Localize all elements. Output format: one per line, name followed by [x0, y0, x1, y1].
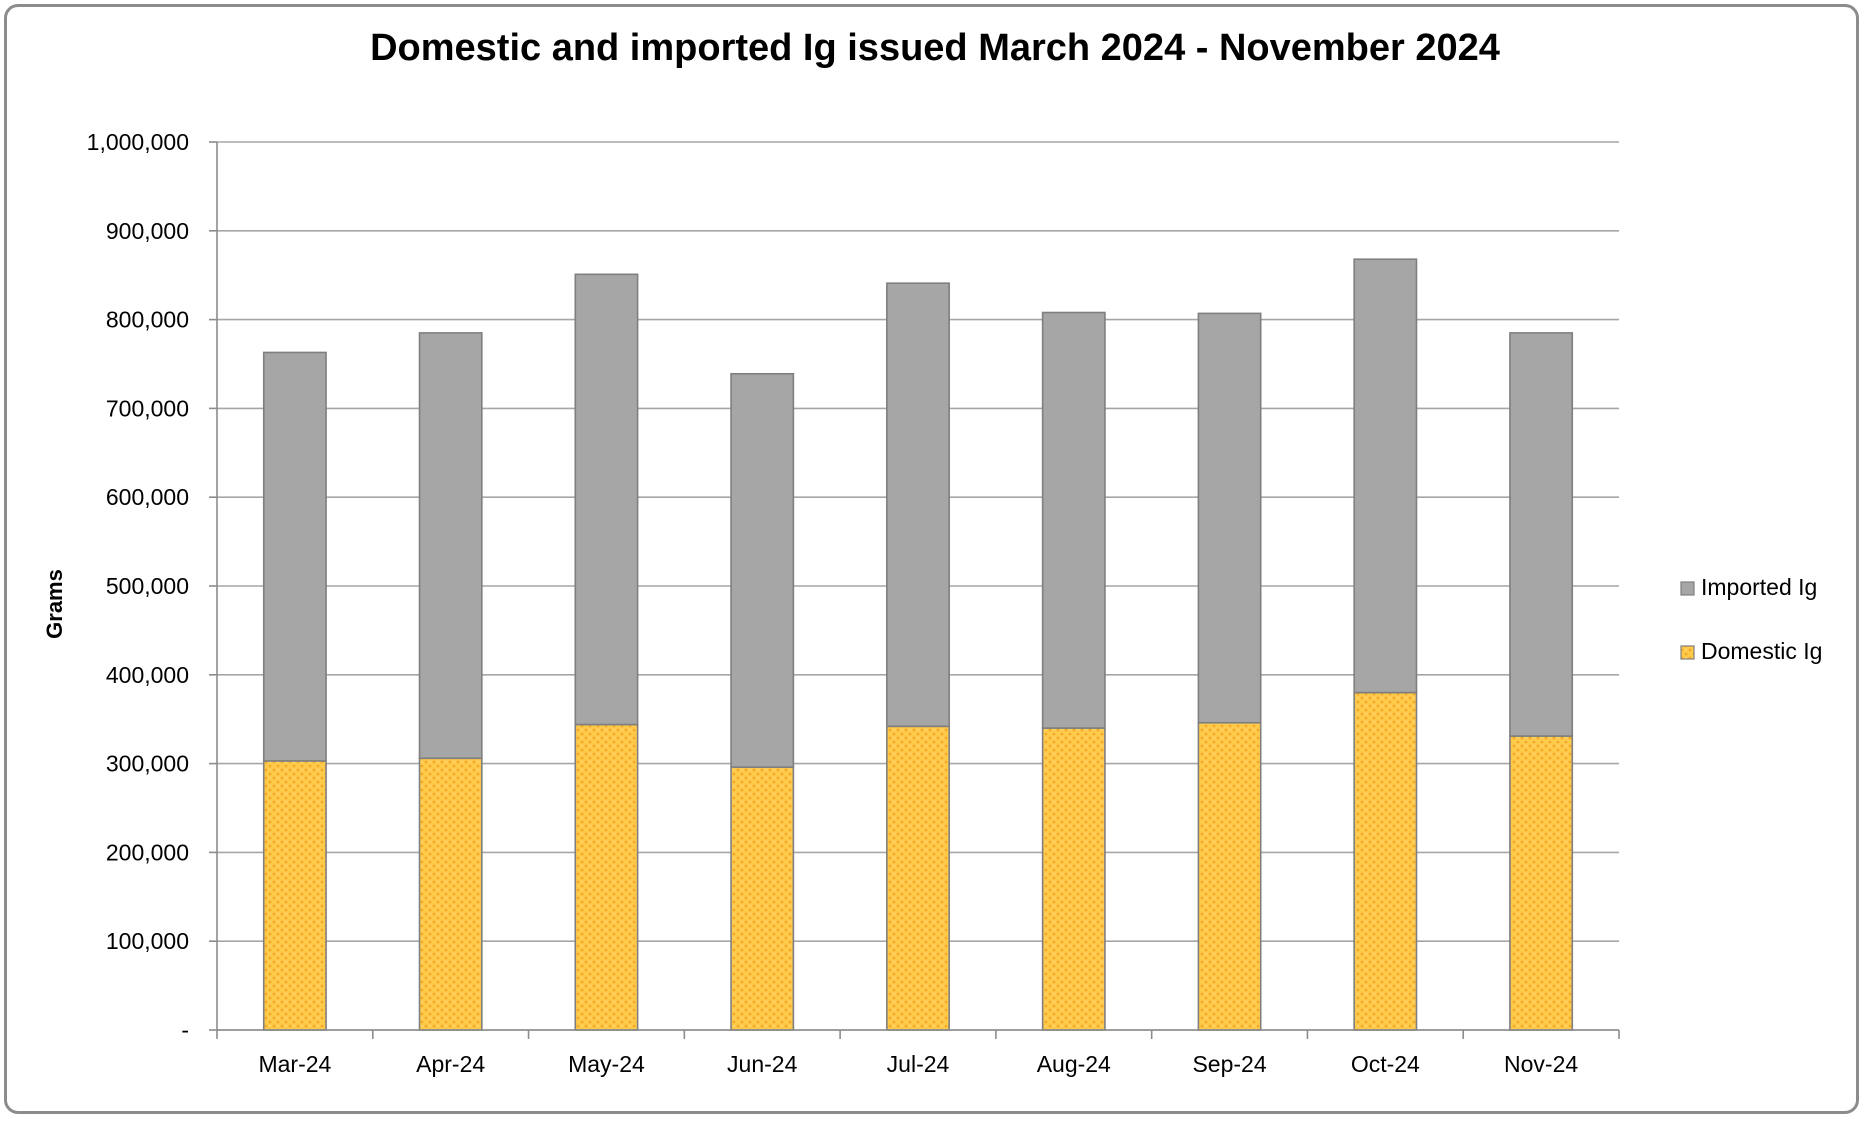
y-tick-label: 800,000 [106, 307, 189, 333]
bar-domestic-ig [418, 757, 483, 1031]
y-axis-ticks: - 100,000 200,000 300,000 400,000 500,000 600,… [87, 129, 217, 1043]
bar-imported-ig [886, 282, 950, 728]
bar-imported-ig [418, 332, 483, 760]
x-tick-label: Aug-24 [1037, 1051, 1111, 1077]
bar-domestic-ig [730, 766, 795, 1031]
x-axis: Mar-24 Apr-24 May-24 Jun-24 Jul-24 Aug-24 Sep-… [216, 142, 1620, 1077]
x-tick-label: Jun-24 [727, 1051, 798, 1077]
bar-imported-ig [1509, 332, 1574, 737]
legend-label: Imported Ig [1701, 574, 1817, 600]
bar-imported-ig [574, 273, 639, 726]
bar-imported-ig [1041, 311, 1106, 729]
chart-title: Domestic and imported Ig issued March 20… [370, 27, 1500, 69]
bar-domestic-ig [1353, 691, 1418, 1031]
legend-label: Domestic Ig [1701, 638, 1822, 664]
x-tick-label: Jul-24 [887, 1051, 950, 1077]
legend: Imported Ig Domestic Ig [1680, 574, 1822, 664]
y-tick-label: 400,000 [106, 662, 189, 688]
x-tick-label: Oct-24 [1351, 1051, 1420, 1077]
bar-domestic-ig [262, 760, 327, 1031]
y-tick-label: 600,000 [106, 484, 189, 510]
bar-imported-ig [1353, 258, 1418, 694]
bar-imported-ig [730, 372, 795, 768]
y-tick-label: 100,000 [106, 928, 189, 954]
y-tick-label: 900,000 [106, 218, 189, 244]
x-tick-label: Apr-24 [416, 1051, 485, 1077]
legend-swatch [1680, 645, 1695, 660]
legend-swatch [1680, 581, 1695, 596]
x-tick-label: Mar-24 [258, 1051, 331, 1077]
bars [262, 258, 1574, 1031]
x-tick-label: Sep-24 [1192, 1051, 1266, 1077]
y-tick-label: - [181, 1017, 189, 1043]
bar-imported-ig [262, 351, 327, 762]
y-tick-label: 500,000 [106, 573, 189, 599]
bar-domestic-ig [1041, 727, 1106, 1031]
x-tick-label: May-24 [568, 1051, 645, 1077]
y-tick-label: 700,000 [106, 395, 189, 421]
x-tick-label: Nov-24 [1504, 1051, 1578, 1077]
y-tick-label: 300,000 [106, 751, 189, 777]
bar-domestic-ig [1509, 735, 1574, 1031]
y-axis-label: Grams [42, 569, 67, 639]
y-tick-label: 1,000,000 [87, 129, 189, 155]
bar-domestic-ig [886, 725, 950, 1031]
bar-domestic-ig [574, 723, 639, 1031]
bar-domestic-ig [1197, 721, 1262, 1031]
bar-imported-ig [1197, 312, 1262, 724]
y-tick-label: 200,000 [106, 839, 189, 865]
